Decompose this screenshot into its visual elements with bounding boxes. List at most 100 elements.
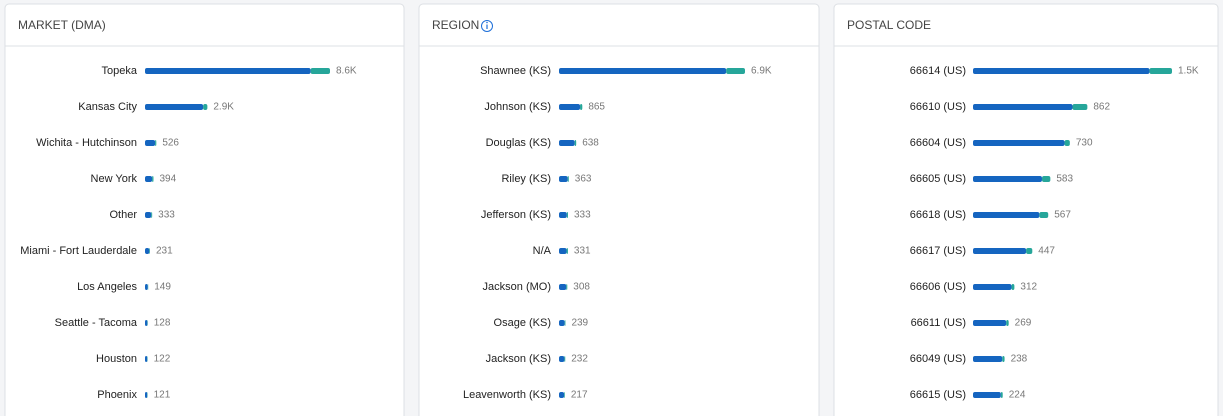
value-label: 224 [1009,390,1026,401]
bar-segment [564,356,566,362]
value-label: 862 [1093,102,1110,113]
panel-title: MARKET (DMA) [18,18,106,32]
value-label: 447 [1038,246,1055,257]
value-label: 331 [574,246,591,257]
category-label: 66606 (US) [910,281,966,293]
value-label: 1.5K [1178,66,1199,77]
category-label: 66617 (US) [910,245,966,257]
category-label: 66611 (US) [911,317,966,329]
category-label: Wichita - Hutchinson [36,137,137,149]
panel [833,3,1219,416]
category-label: Other [109,209,137,221]
value-label: 526 [162,138,179,149]
bar-segment [145,284,148,290]
bar-segment [145,392,148,398]
bar-segment [973,176,1042,182]
bar-segment [145,212,152,218]
category-label: Houston [96,353,137,365]
bar-segment [973,212,1040,218]
bar-segment [559,392,565,398]
value-label: 121 [154,390,171,401]
panel [418,3,820,416]
bar-segment [973,284,1012,290]
bar-segment [145,140,156,146]
value-label: 333 [574,210,591,221]
category-label: New York [91,173,138,185]
bar-segment [1026,248,1033,254]
category-label: 66618 (US) [910,209,966,221]
bar-segment [973,104,1073,110]
category-label: Miami - Fort Lauderdale [20,245,137,257]
bar-segment [145,68,311,74]
bar-segment [1011,284,1015,290]
bar-segment [1039,212,1049,218]
bar-segment [566,248,568,254]
value-label: 730 [1076,138,1093,149]
category-label: Douglas (KS) [486,137,551,149]
bar-segment [973,356,1003,362]
bar-segment [973,320,1007,326]
bar-segment [1000,392,1003,398]
bar-segment [566,212,568,218]
category-label: Leavenworth (KS) [463,389,551,401]
bar-segment [145,320,148,326]
info-icon[interactable] [481,20,493,32]
value-label: 239 [571,318,588,329]
bar-segment [145,104,204,110]
category-label: 66614 (US) [910,65,966,77]
category-label: 66604 (US) [910,137,966,149]
bar-segment [559,176,568,182]
panel [4,3,405,416]
value-label: 567 [1054,210,1071,221]
value-label: 865 [588,102,605,113]
value-label: 128 [154,318,171,329]
bar-segment [559,68,727,74]
bar-segment [726,68,745,74]
value-label: 333 [158,210,175,221]
category-label: 66605 (US) [910,173,966,185]
value-label: 583 [1056,174,1073,185]
bar-segment [580,104,583,110]
bar-segment [152,176,154,182]
value-label: 269 [1015,318,1032,329]
bar-segment [145,356,148,362]
bar-segment [203,104,208,110]
panel-title: REGION [432,18,479,32]
value-label: 308 [573,282,590,293]
value-label: 8.6K [336,66,357,77]
bar-segment [1149,68,1172,74]
bar-segment [973,392,1001,398]
value-label: 122 [154,354,171,365]
category-label: Shawnee (KS) [480,65,551,77]
bar-segment [1002,356,1005,362]
value-label: 149 [154,282,171,293]
bar-segment [559,104,581,110]
category-label: Topeka [102,65,138,77]
bar-segment [574,140,577,146]
value-label: 217 [571,390,588,401]
bar-segment [559,356,565,362]
category-label: 66615 (US) [910,389,966,401]
category-label: Kansas City [78,101,137,113]
bar-segment [1006,320,1009,326]
category-label: N/A [533,245,552,257]
bar-segment [559,248,567,254]
category-label: Seattle - Tacoma [55,317,138,329]
value-label: 2.9K [213,102,234,113]
bar-segment [559,320,565,326]
bar-segment [149,248,150,254]
bar-segment [564,320,566,326]
value-label: 312 [1020,282,1037,293]
bar-segment [564,392,565,398]
category-label: Jackson (KS) [486,353,551,365]
category-label: Phoenix [97,389,137,401]
value-label: 6.9K [751,66,772,77]
bar-segment [155,140,157,146]
bar-segment [559,284,567,290]
bar-segment [566,284,568,290]
category-label: Jefferson (KS) [481,209,551,221]
value-label: 238 [1011,354,1028,365]
bar-segment [559,212,567,218]
bar-segment [973,68,1150,74]
